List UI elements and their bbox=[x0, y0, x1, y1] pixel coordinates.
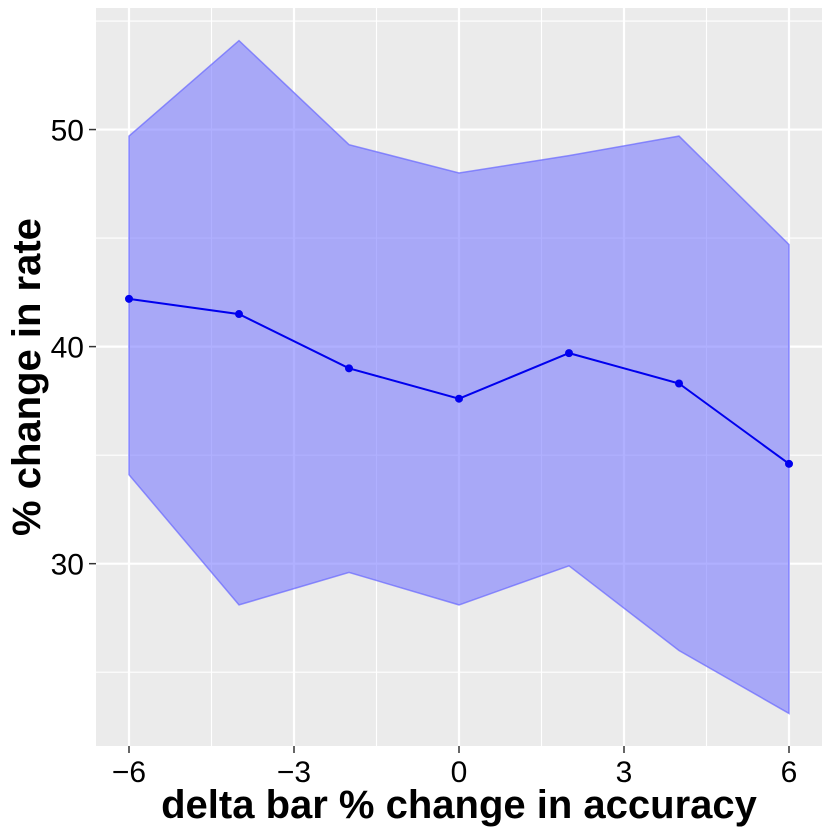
data-point-5 bbox=[675, 379, 683, 388]
data-point-3 bbox=[455, 394, 463, 403]
data-point-2 bbox=[345, 364, 353, 373]
x-tick-label-1: −3 bbox=[277, 756, 311, 789]
x-tick-label-0: −6 bbox=[112, 756, 146, 789]
data-points bbox=[125, 294, 793, 468]
x-tick-label-4: 6 bbox=[781, 756, 798, 789]
data-point-6 bbox=[785, 459, 793, 468]
y-tick-label-2: 50 bbox=[51, 115, 84, 148]
y-tick-label-1: 40 bbox=[51, 332, 84, 365]
x-tick-label-3: 3 bbox=[616, 756, 633, 789]
x-axis: −6 −3 0 3 6 bbox=[112, 746, 797, 789]
y-axis: 30 40 50 bbox=[51, 115, 96, 582]
x-tick-label-2: 0 bbox=[451, 756, 468, 789]
y-tick-label-0: 30 bbox=[51, 549, 84, 582]
data-point-4 bbox=[565, 349, 573, 358]
data-point-0 bbox=[125, 294, 133, 303]
confidence-ribbon bbox=[128, 39, 790, 715]
y-axis-title: % change in rate bbox=[5, 218, 49, 536]
data-point-1 bbox=[235, 310, 243, 319]
x-axis-title: delta bar % change in accuracy bbox=[161, 783, 758, 827]
